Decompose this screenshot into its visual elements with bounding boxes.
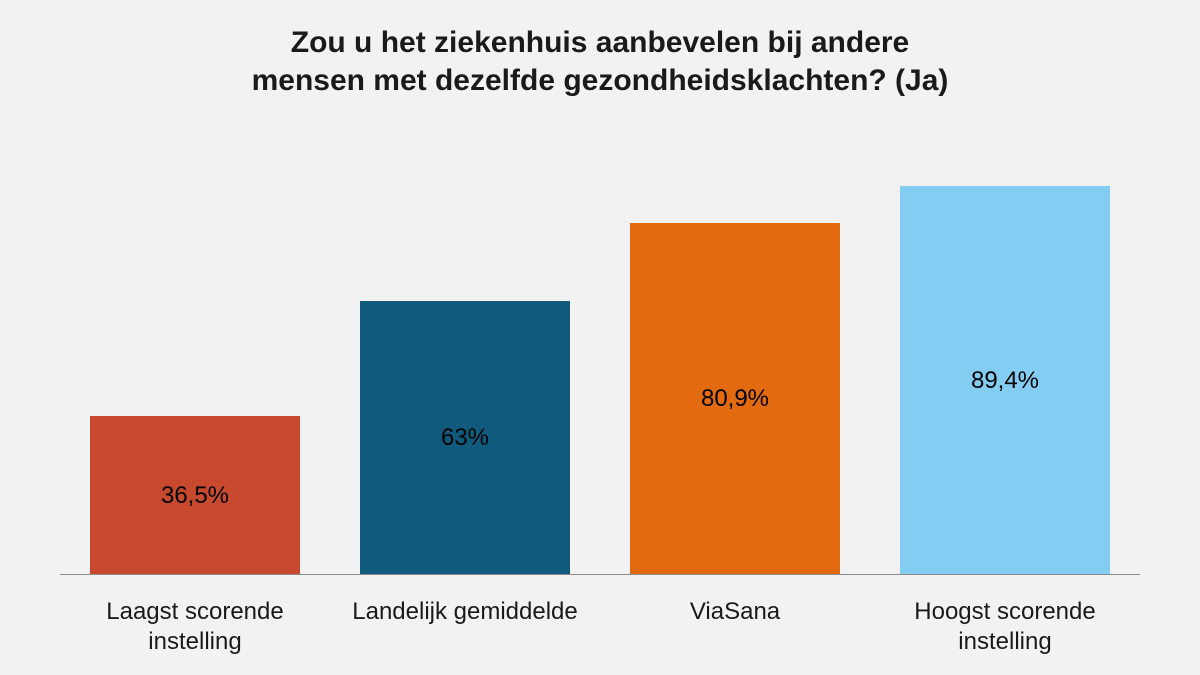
bars-row: 36,5% 63% 80,9% 89,4%: [60, 140, 1140, 575]
bar-slot: 63%: [330, 140, 600, 575]
bar-landelijk: 63%: [360, 301, 570, 575]
bar-hoogst: 89,4%: [900, 186, 1110, 575]
bar-laagst: 36,5%: [90, 416, 300, 575]
x-axis-labels: Laagst scorende instelling Landelijk gem…: [60, 585, 1140, 675]
chart-container: Zou u het ziekenhuis aanbevelen bij ande…: [0, 0, 1200, 675]
x-label-line: Laagst scorende: [60, 597, 330, 627]
bar-slot: 89,4%: [870, 140, 1140, 575]
bar-slot: 80,9%: [600, 140, 870, 575]
x-label-line: instelling: [60, 627, 330, 657]
chart-title-line2: mensen met dezelfde gezondheidsklachten?…: [0, 62, 1200, 100]
x-label-line: ViaSana: [600, 597, 870, 627]
x-axis-line: [60, 574, 1140, 575]
plot-area: 36,5% 63% 80,9% 89,4%: [60, 140, 1140, 575]
bar-viasana: 80,9%: [630, 223, 840, 575]
x-label: Laagst scorende instelling: [60, 585, 330, 675]
x-label-line: Landelijk gemiddelde: [330, 597, 600, 627]
x-label-line: instelling: [870, 627, 1140, 657]
bar-value-label: 63%: [441, 424, 489, 452]
x-label: Landelijk gemiddelde: [330, 585, 600, 675]
chart-title: Zou u het ziekenhuis aanbevelen bij ande…: [0, 24, 1200, 99]
bar-slot: 36,5%: [60, 140, 330, 575]
x-label: Hoogst scorende instelling: [870, 585, 1140, 675]
bar-value-label: 36,5%: [161, 482, 229, 510]
chart-title-line1: Zou u het ziekenhuis aanbevelen bij ande…: [0, 24, 1200, 62]
bar-value-label: 80,9%: [701, 385, 769, 413]
x-label: ViaSana: [600, 585, 870, 675]
bar-value-label: 89,4%: [971, 367, 1039, 395]
x-label-line: Hoogst scorende: [870, 597, 1140, 627]
